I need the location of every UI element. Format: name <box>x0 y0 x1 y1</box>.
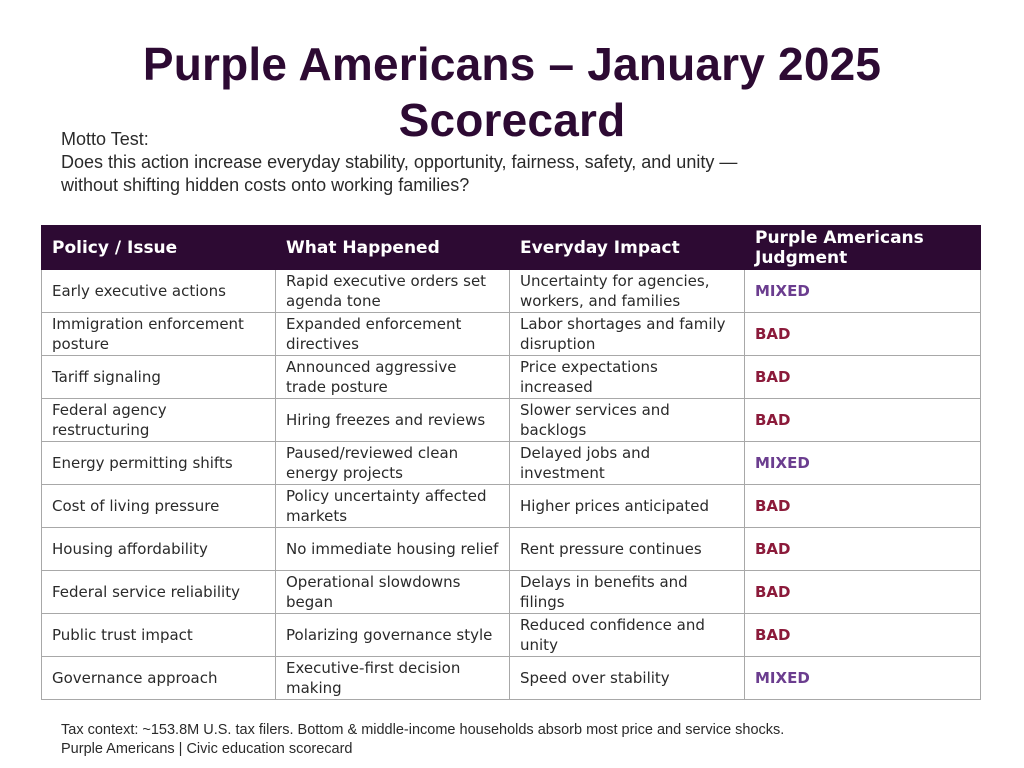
column-header-judgment: Purple Americans Judgment <box>744 225 981 270</box>
cell-judgment: BAD <box>744 312 981 356</box>
cell-judgment: MIXED <box>744 656 981 700</box>
column-header-everyday-impact: Everyday Impact <box>509 225 745 270</box>
footer-credit: Purple Americans | Civic education score… <box>61 741 353 757</box>
cell-policy: Federal agency restructuring <box>41 398 276 442</box>
cell-what-happened: Announced aggressive trade posture <box>275 355 510 399</box>
motto-label: Motto Test: <box>61 129 149 149</box>
cell-judgment: BAD <box>744 484 981 528</box>
cell-everyday-impact: Slower services and backlogs <box>509 398 745 442</box>
cell-everyday-impact: Price expectations increased <box>509 355 745 399</box>
motto-question-line-1: Does this action increase everyday stabi… <box>61 152 738 172</box>
cell-everyday-impact: Uncertainty for agencies, workers, and f… <box>509 269 745 313</box>
table-row: Energy permitting shifts Paused/reviewed… <box>41 441 981 485</box>
table-header-row: Policy / Issue What Happened Everyday Im… <box>41 225 981 270</box>
cell-what-happened: Hiring freezes and reviews <box>275 398 510 442</box>
cell-policy: Immigration enforcement posture <box>41 312 276 356</box>
tax-context-note: Tax context: ~153.8M U.S. tax filers. Bo… <box>61 722 785 738</box>
cell-everyday-impact: Rent pressure continues <box>509 527 745 571</box>
cell-what-happened: Expanded enforcement directives <box>275 312 510 356</box>
cell-everyday-impact: Higher prices anticipated <box>509 484 745 528</box>
cell-what-happened: Executive-first decision making <box>275 656 510 700</box>
cell-everyday-impact: Delays in benefits and filings <box>509 570 745 614</box>
cell-what-happened: Rapid executive orders set agenda tone <box>275 269 510 313</box>
cell-policy: Housing affordability <box>41 527 276 571</box>
cell-judgment: BAD <box>744 527 981 571</box>
table-row: Federal agency restructuring Hiring free… <box>41 398 981 442</box>
page-title-line-2: Scorecard <box>398 94 626 146</box>
scorecard-table: Policy / Issue What Happened Everyday Im… <box>41 225 981 700</box>
cell-judgment: BAD <box>744 355 981 399</box>
cell-policy: Public trust impact <box>41 613 276 657</box>
cell-policy: Governance approach <box>41 656 276 700</box>
table-row: Early executive actions Rapid executive … <box>41 269 981 313</box>
table-row: Governance approach Executive-first deci… <box>41 656 981 700</box>
cell-policy: Early executive actions <box>41 269 276 313</box>
cell-judgment: MIXED <box>744 269 981 313</box>
cell-everyday-impact: Labor shortages and family disruption <box>509 312 745 356</box>
cell-what-happened: Paused/reviewed clean energy projects <box>275 441 510 485</box>
table-row: Housing affordability No immediate housi… <box>41 527 981 571</box>
table-row: Tariff signaling Announced aggressive tr… <box>41 355 981 399</box>
table-row: Cost of living pressure Policy uncertain… <box>41 484 981 528</box>
footer: Tax context: ~153.8M U.S. tax filers. Bo… <box>61 721 784 759</box>
cell-judgment: BAD <box>744 398 981 442</box>
table-row: Federal service reliability Operational … <box>41 570 981 614</box>
cell-policy: Energy permitting shifts <box>41 441 276 485</box>
table-row: Public trust impact Polarizing governanc… <box>41 613 981 657</box>
page-title: Purple Americans – January 2025 Scorecar… <box>0 36 1024 148</box>
cell-everyday-impact: Delayed jobs and investment <box>509 441 745 485</box>
column-header-what-happened: What Happened <box>275 225 510 270</box>
table-row: Immigration enforcement posture Expanded… <box>41 312 981 356</box>
cell-judgment: BAD <box>744 570 981 614</box>
cell-everyday-impact: Speed over stability <box>509 656 745 700</box>
cell-what-happened: Operational slowdowns began <box>275 570 510 614</box>
cell-what-happened: Policy uncertainty affected markets <box>275 484 510 528</box>
cell-what-happened: Polarizing governance style <box>275 613 510 657</box>
cell-what-happened: No immediate housing relief <box>275 527 510 571</box>
cell-policy: Federal service reliability <box>41 570 276 614</box>
cell-policy: Tariff signaling <box>41 355 276 399</box>
column-header-policy: Policy / Issue <box>41 225 276 270</box>
cell-judgment: BAD <box>744 613 981 657</box>
page-title-line-1: Purple Americans – January 2025 <box>142 38 882 90</box>
motto-question-line-2: without shifting hidden costs onto worki… <box>61 175 470 195</box>
motto-test: Motto Test: Does this action increase ev… <box>61 128 941 197</box>
cell-policy: Cost of living pressure <box>41 484 276 528</box>
table-body: Early executive actions Rapid executive … <box>41 269 981 700</box>
cell-everyday-impact: Reduced confidence and unity <box>509 613 745 657</box>
cell-judgment: MIXED <box>744 441 981 485</box>
